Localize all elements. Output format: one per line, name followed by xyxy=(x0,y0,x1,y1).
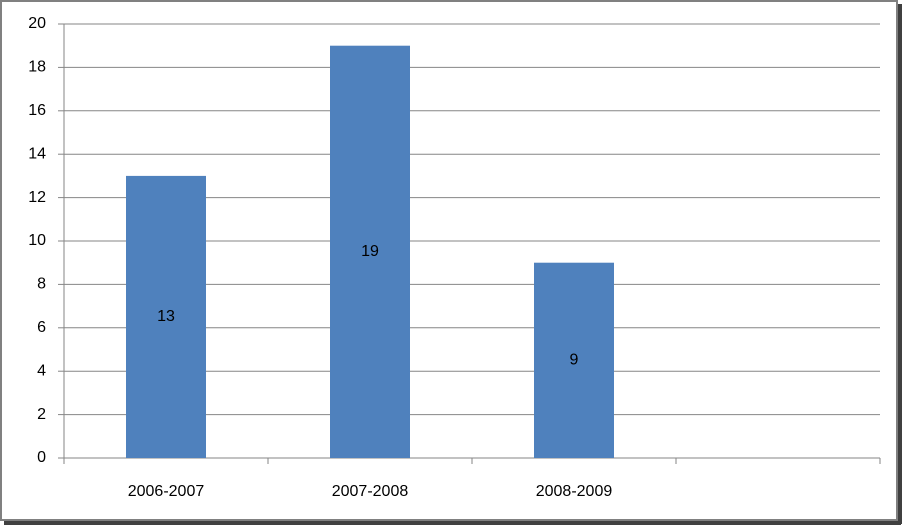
y-tick-label: 10 xyxy=(28,232,46,249)
y-tick-label: 2 xyxy=(37,406,46,423)
y-tick-label: 0 xyxy=(37,449,46,466)
y-tick-label: 14 xyxy=(28,145,46,162)
bar xyxy=(534,262,614,458)
data-label: 19 xyxy=(361,243,379,260)
y-tick-label: 16 xyxy=(28,102,46,119)
data-label: 9 xyxy=(570,352,579,369)
y-tick-label: 6 xyxy=(37,319,46,336)
x-tick-label: 2007-2008 xyxy=(332,483,409,500)
y-tick-label: 18 xyxy=(28,59,46,76)
y-tick-label: 12 xyxy=(28,189,46,206)
bar xyxy=(330,45,410,458)
y-tick-label: 8 xyxy=(37,276,46,293)
bar xyxy=(126,175,206,458)
x-tick-label: 2008-2009 xyxy=(536,483,613,500)
y-tick-label: 4 xyxy=(37,362,46,379)
y-tick-label: 20 xyxy=(28,15,46,32)
x-tick-label: 2006-2007 xyxy=(128,483,205,500)
data-label: 13 xyxy=(157,308,175,325)
